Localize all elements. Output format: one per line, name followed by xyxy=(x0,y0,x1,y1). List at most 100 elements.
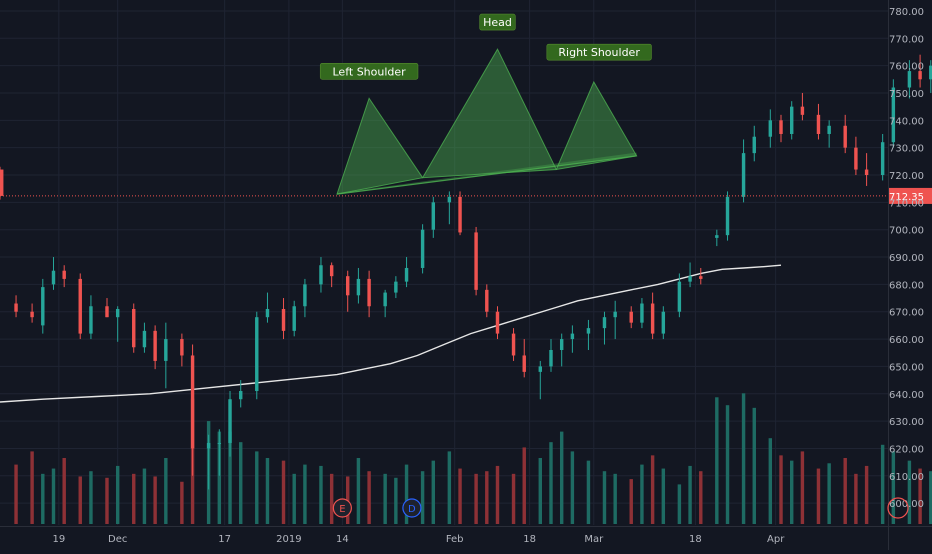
price-axis[interactable]: 600.00 610.00 620.00 630.00 640.00 650.00 660.… xyxy=(887,0,924,550)
candle-body xyxy=(41,287,45,326)
volume-bar xyxy=(570,451,575,524)
candle xyxy=(495,306,500,340)
pattern-label-box xyxy=(319,62,419,80)
volume-bar xyxy=(495,465,500,524)
volume-bar xyxy=(217,431,222,524)
volume-bar xyxy=(115,465,120,524)
volume-bar xyxy=(356,458,361,524)
volume-bar xyxy=(281,460,286,524)
candle-body xyxy=(779,120,783,134)
candle-body xyxy=(880,142,885,175)
event-marker[interactable]: D xyxy=(402,498,422,518)
candle-body xyxy=(303,284,307,307)
candle xyxy=(89,295,93,340)
candle-body xyxy=(891,87,896,143)
last-price-label: 712.35 xyxy=(889,192,924,203)
volume-bar xyxy=(485,471,489,524)
volume-bar xyxy=(255,451,259,524)
candle xyxy=(688,262,692,288)
y-tick-label: 780.00 xyxy=(889,7,924,18)
candle xyxy=(661,306,666,340)
candle xyxy=(929,60,932,93)
candle xyxy=(511,328,516,361)
candle-body xyxy=(816,114,821,134)
pattern-label: Right Shoulder xyxy=(546,43,652,61)
candle xyxy=(239,380,243,408)
volume-bar xyxy=(132,473,136,524)
candle xyxy=(800,92,805,121)
candle-body xyxy=(907,71,912,88)
volume-bar xyxy=(816,468,821,524)
volume-bar xyxy=(650,455,655,524)
volume-bar xyxy=(292,473,296,524)
candle xyxy=(292,300,296,337)
x-tick-label: Feb xyxy=(446,534,464,545)
candle-body xyxy=(559,339,564,350)
candle-body xyxy=(918,71,922,80)
candle-body xyxy=(629,311,633,323)
candle-body xyxy=(768,120,773,137)
candle xyxy=(768,109,773,148)
volume-bar xyxy=(929,471,932,524)
candle xyxy=(816,103,821,140)
pattern-label-text: Left Shoulder xyxy=(333,65,407,78)
candle xyxy=(779,114,783,143)
candle-body xyxy=(843,125,847,148)
candle xyxy=(105,298,109,318)
candle-body xyxy=(217,442,222,444)
event-marker[interactable]: E xyxy=(332,498,352,518)
candle xyxy=(907,60,912,99)
candle-body xyxy=(741,153,746,197)
candle xyxy=(549,339,553,372)
candle xyxy=(0,166,4,200)
volume-bar xyxy=(153,476,157,524)
candle-body xyxy=(292,306,296,331)
candle-body xyxy=(105,306,109,318)
candle xyxy=(741,139,746,203)
candle-body xyxy=(586,328,591,334)
candle-body xyxy=(602,317,607,329)
volume-bar xyxy=(239,442,243,524)
candle xyxy=(142,322,147,353)
x-tick-label: 2019 xyxy=(276,534,301,545)
candle xyxy=(132,303,136,353)
candle xyxy=(404,257,409,288)
volume-bar xyxy=(105,477,109,524)
candle xyxy=(880,133,885,181)
volume-bar xyxy=(677,484,682,524)
candle xyxy=(345,270,350,312)
candle-body xyxy=(142,330,147,348)
volume-bar xyxy=(586,460,591,524)
candle xyxy=(474,226,478,296)
x-tick-label: Mar xyxy=(584,534,604,545)
time-axis[interactable]: 19 Dec 17 2019 14 Feb 18 Mar 18 Apr xyxy=(0,526,932,546)
candle-body xyxy=(345,276,350,296)
candle-body xyxy=(89,306,93,334)
volume-bar xyxy=(14,464,18,524)
candle xyxy=(640,298,644,329)
volume-bar xyxy=(854,473,858,524)
pattern-label-box xyxy=(546,43,652,61)
candle-body xyxy=(715,235,719,238)
x-tick-label: 17 xyxy=(218,534,231,545)
volume-bar xyxy=(559,431,564,524)
candle-body xyxy=(228,399,232,443)
volume-bar xyxy=(538,458,543,524)
candle xyxy=(367,270,371,318)
candle-body xyxy=(281,308,286,331)
y-tick-label: 640.00 xyxy=(889,390,924,401)
candle xyxy=(586,319,591,350)
volume-bar xyxy=(800,451,805,524)
candle-body xyxy=(699,276,703,279)
candle xyxy=(164,322,168,389)
event-marker-circle xyxy=(402,498,422,518)
candle-body xyxy=(549,350,553,367)
candle xyxy=(319,257,323,293)
volume-bar xyxy=(602,471,607,524)
volume-bar xyxy=(640,464,644,524)
candle xyxy=(329,262,334,288)
volume-bar xyxy=(265,458,270,524)
